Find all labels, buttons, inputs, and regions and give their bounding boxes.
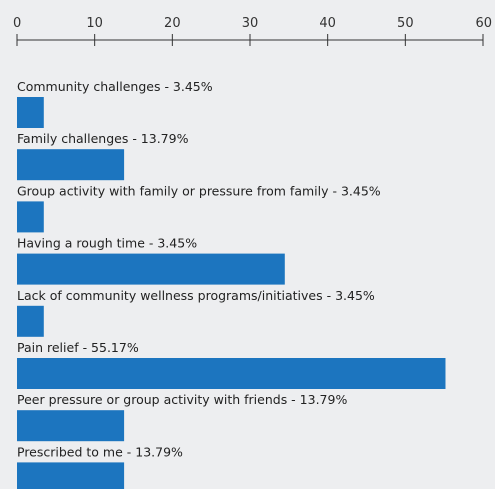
category-label: Peer pressure or group activity with fri… xyxy=(17,392,347,407)
x-tick-label: 30 xyxy=(242,16,259,31)
category-label: Family challenges - 13.79% xyxy=(17,131,189,146)
category-label: Prescribed to me - 13.79% xyxy=(17,444,183,459)
x-tick-label: 60 xyxy=(475,16,492,31)
category-label: Pain relief - 55.17% xyxy=(17,340,139,355)
x-tick-label: 0 xyxy=(13,16,21,31)
category-label: Lack of community wellness programs/init… xyxy=(17,288,375,303)
category-label: Group activity with family or pressure f… xyxy=(17,183,381,198)
bar xyxy=(17,410,125,442)
bar xyxy=(17,358,446,389)
bar xyxy=(17,253,285,285)
bar xyxy=(17,462,125,489)
bar xyxy=(17,149,125,181)
bar xyxy=(17,305,44,337)
x-tick-label: 20 xyxy=(164,16,181,31)
bar xyxy=(17,201,44,233)
x-tick-label: 50 xyxy=(397,16,414,31)
category-label: Community challenges - 3.45% xyxy=(17,79,213,94)
x-tick-label: 10 xyxy=(86,16,103,31)
bar xyxy=(17,97,44,128)
category-label: Having a rough time - 3.45% xyxy=(17,236,197,251)
x-tick-label: 40 xyxy=(319,16,336,31)
